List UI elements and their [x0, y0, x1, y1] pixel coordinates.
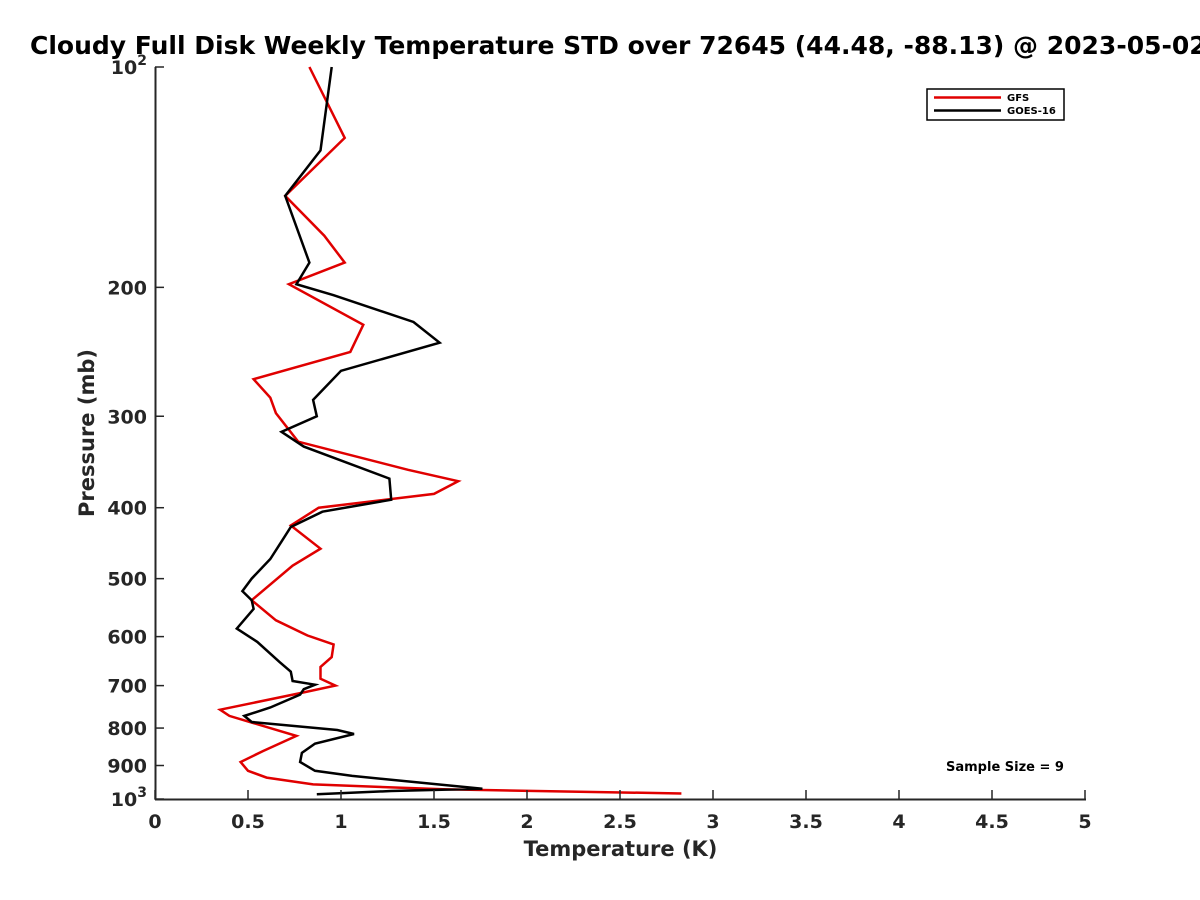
legend: GFS GOES-16: [926, 88, 1065, 121]
y-tick-label: 800: [107, 718, 147, 740]
y-tick-label: 500: [107, 569, 147, 591]
x-tick-label: 4: [892, 811, 905, 833]
y-tick-label: 103: [111, 785, 147, 811]
x-tick-label: 4.5: [975, 811, 1009, 833]
y-tick-label: 400: [107, 498, 147, 520]
x-tick-label: 2.5: [603, 811, 637, 833]
x-tick-label: 5: [1078, 811, 1091, 833]
x-tick-label: 1.5: [417, 811, 451, 833]
y-tick-label: 300: [107, 406, 147, 428]
x-tick-label: 3: [706, 811, 719, 833]
series-line-gfs: [216, 66, 682, 795]
y-tick-label: 900: [107, 756, 147, 778]
y-tick-label: 200: [107, 277, 147, 299]
legend-label-goes16: GOES-16: [1007, 106, 1056, 117]
x-ticks: 0 0.5 1 1.5 2 2.5 3 3.5 4 4.5 5: [148, 790, 1092, 833]
x-tick-label: 0.5: [231, 811, 265, 833]
chart-title: Cloudy Full Disk Weekly Temperature STD …: [30, 31, 1200, 60]
x-tick-label: 0: [148, 811, 161, 833]
series-line-goes16: [234, 66, 483, 796]
axes: [154, 67, 1086, 801]
y-axis-label: Pressure (mb): [75, 349, 99, 517]
y-tick-label: 700: [107, 676, 147, 698]
y-ticks: 102 200 300 400 500 600 700 800 900 103: [107, 53, 164, 811]
x-tick-label: 3.5: [789, 811, 823, 833]
plot-lines: [216, 66, 682, 796]
sample-size-annotation: Sample Size = 9: [946, 760, 1064, 775]
legend-label-gfs: GFS: [1007, 93, 1029, 104]
legend-box: [926, 88, 1065, 121]
x-tick-label: 2: [520, 811, 533, 833]
y-tick-label: 600: [107, 627, 147, 649]
x-tick-label: 1: [334, 811, 347, 833]
y-tick-label: 102: [111, 53, 147, 79]
x-axis-label: Temperature (K): [524, 837, 718, 861]
